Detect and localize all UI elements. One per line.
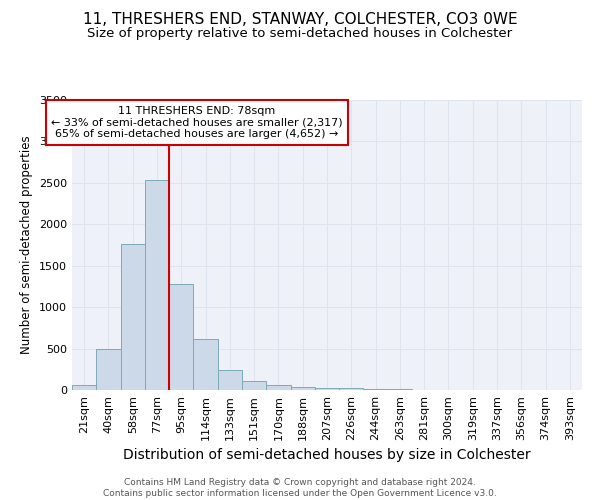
Text: 11 THRESHERS END: 78sqm
← 33% of semi-detached houses are smaller (2,317)
65% of: 11 THRESHERS END: 78sqm ← 33% of semi-de… — [51, 106, 343, 139]
Bar — [169, 284, 193, 390]
X-axis label: Distribution of semi-detached houses by size in Colchester: Distribution of semi-detached houses by … — [123, 448, 531, 462]
Bar — [96, 348, 121, 390]
Text: Contains HM Land Registry data © Crown copyright and database right 2024.
Contai: Contains HM Land Registry data © Crown c… — [103, 478, 497, 498]
Bar — [72, 385, 96, 390]
Bar — [315, 388, 339, 390]
Text: Size of property relative to semi-detached houses in Colchester: Size of property relative to semi-detach… — [88, 28, 512, 40]
Bar — [364, 389, 388, 390]
Bar — [266, 386, 290, 390]
Bar — [388, 389, 412, 390]
Bar — [145, 180, 169, 390]
Bar — [121, 244, 145, 390]
Bar — [290, 386, 315, 390]
Bar — [218, 370, 242, 390]
Bar — [339, 388, 364, 390]
Bar — [193, 340, 218, 390]
Y-axis label: Number of semi-detached properties: Number of semi-detached properties — [20, 136, 34, 354]
Text: 11, THRESHERS END, STANWAY, COLCHESTER, CO3 0WE: 11, THRESHERS END, STANWAY, COLCHESTER, … — [83, 12, 517, 28]
Bar — [242, 381, 266, 390]
